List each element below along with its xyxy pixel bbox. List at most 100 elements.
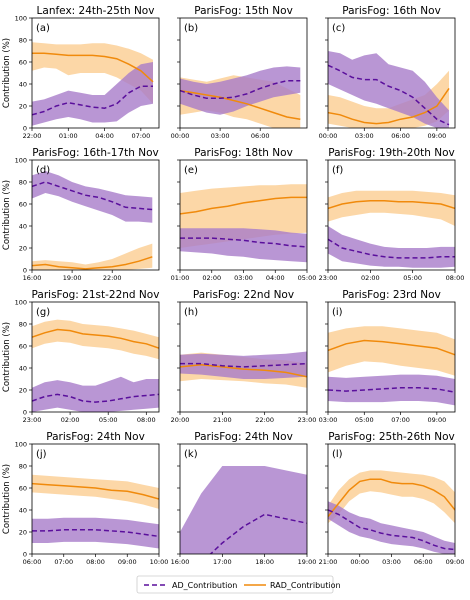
- axes-frame: [179, 443, 308, 555]
- x-tick-label: 23:00: [319, 274, 338, 282]
- y-axis-label: Contribution (%): [2, 464, 12, 534]
- ad-line: [328, 238, 455, 259]
- x-tick-label: 04:00: [95, 132, 114, 140]
- panel-title: Lanfex: 24th-25th Nov: [37, 5, 155, 17]
- y-tick-label: 40: [19, 80, 27, 88]
- y-tick-label: 60: [19, 58, 27, 66]
- ad-line: [32, 393, 159, 403]
- y-tick-label: 100: [15, 298, 27, 306]
- x-tick-label: 18:00: [255, 558, 274, 566]
- x-tick-label: 03:00: [319, 416, 338, 424]
- y-tick-label: 40: [19, 364, 27, 372]
- panel-g: ParisFog: 21st-22nd Nov (g) 0 20 40 60 80 100 23…: [2, 289, 159, 424]
- ad-line: [209, 513, 307, 554]
- rad-line: [180, 89, 301, 120]
- ad-line: [180, 79, 301, 100]
- ad-band: [328, 501, 455, 554]
- legend-rad-label: RAD_Contribution: [270, 581, 341, 590]
- panel-label: (b): [184, 23, 198, 34]
- x-tick-label: 09:00: [446, 558, 465, 566]
- x-tick-label: 07:00: [131, 132, 150, 140]
- x-tick-label: 01:00: [59, 132, 78, 140]
- ad-band: [32, 376, 159, 412]
- rad-line: [32, 328, 159, 349]
- panel-label: (c): [332, 23, 345, 34]
- plot-area: [328, 470, 455, 554]
- x-tick-label: 06:00: [414, 558, 433, 566]
- panel-l: ParisFog: 25th-26th Nov (l) 21:00 00:00 03:0…: [319, 431, 465, 566]
- y-tick-label: 80: [19, 462, 27, 470]
- legend-frame: [136, 575, 334, 594]
- x-tick-label: 00:00: [350, 558, 369, 566]
- panel-title: ParisFog: 16th-17th Nov: [32, 147, 159, 159]
- x-tick-label: 08:00: [446, 274, 465, 282]
- ad-band: [180, 351, 307, 379]
- plot-area: [328, 51, 450, 128]
- x-tick-label: 23:00: [23, 416, 42, 424]
- x-tick-label: 06:00: [23, 558, 42, 566]
- y-tick-label: 20: [19, 244, 27, 252]
- panel-title: ParisFog: 22nd Nov: [193, 289, 294, 301]
- axes-frame: [31, 17, 160, 129]
- x-tick-label: 01:00: [171, 274, 190, 282]
- ad-band: [32, 171, 153, 223]
- plot-area: [32, 319, 159, 412]
- plot-area: [328, 326, 455, 406]
- x-tick-label: 06:00: [251, 132, 270, 140]
- panel-title: ParisFog: 25th-26th Nov: [328, 431, 455, 443]
- panel-b: ParisFog: 15th Nov (b) 00:00 03:00 06:00: [171, 5, 308, 140]
- x-tick-label: 21:00: [319, 558, 338, 566]
- x-tick-label: 06:00: [391, 132, 410, 140]
- rad-line: [328, 478, 455, 518]
- x-tick-label: 05:00: [403, 274, 422, 282]
- y-tick-label: 60: [19, 342, 27, 350]
- x-tick-label: 22:00: [23, 132, 42, 140]
- x-tick-label: 05:00: [355, 416, 374, 424]
- y-tick-label: 80: [19, 320, 27, 328]
- ad-line: [180, 237, 307, 248]
- plot-area: [180, 351, 307, 388]
- x-tick-label: 02:00: [202, 274, 221, 282]
- y-axis-label: Contribution (%): [2, 322, 12, 392]
- x-tick-label: 07:00: [391, 416, 410, 424]
- plot-area: [32, 42, 154, 126]
- panel-label: (h): [184, 307, 198, 318]
- panel-title: ParisFog: 19th-20th Nov: [328, 147, 455, 159]
- x-tick-label: 08:00: [137, 416, 156, 424]
- rad-line: [328, 339, 455, 356]
- legend-ad-label: AD_Contribution: [172, 581, 237, 590]
- x-tick-label: 03:00: [355, 132, 374, 140]
- rad-line: [32, 482, 159, 500]
- x-tick-label: 00:00: [319, 132, 338, 140]
- panel-label: (i): [332, 307, 343, 318]
- x-tick-label: 04:00: [266, 274, 285, 282]
- x-tick-label: 21:00: [213, 416, 232, 424]
- ad-band: [328, 51, 449, 128]
- y-tick-label: 100: [15, 14, 27, 22]
- panel-label: (g): [36, 307, 50, 318]
- y-tick-label: 60: [19, 484, 27, 492]
- panel-label: (a): [36, 23, 50, 34]
- panel-label: (d): [36, 165, 50, 176]
- rad-band: [32, 319, 159, 360]
- panel-j: ParisFog: 24th Nov (j) 0 20 40 60 80 100 06:00 07…: [2, 431, 168, 566]
- x-tick-label: 03:00: [211, 132, 230, 140]
- x-tick-label: 02:00: [361, 274, 380, 282]
- x-tick-label: 09:00: [118, 558, 137, 566]
- y-tick-label: 40: [19, 506, 27, 514]
- panel-title: ParisFog: 24th Nov: [46, 431, 145, 443]
- ad-line: [32, 181, 153, 211]
- y-tick-label: 0: [23, 550, 27, 558]
- x-tick-label: 19:00: [63, 274, 82, 282]
- panel-title: ParisFog: 21st-22nd Nov: [32, 289, 160, 301]
- ad-line: [180, 362, 307, 368]
- rad-line: [328, 199, 455, 210]
- y-tick-label: 40: [19, 222, 27, 230]
- ad-line: [328, 509, 455, 551]
- x-tick-label: 09:00: [427, 132, 446, 140]
- y-axis-label: Contribution (%): [2, 38, 12, 108]
- ad-line: [328, 64, 450, 126]
- panel-d: ParisFog: 16th-17th Nov (d) 0 20 40 60 80 100 16…: [2, 147, 160, 282]
- panel-e: ParisFog: 18th Nov (e) 01:00 02:00 03:00 04:0…: [171, 147, 317, 282]
